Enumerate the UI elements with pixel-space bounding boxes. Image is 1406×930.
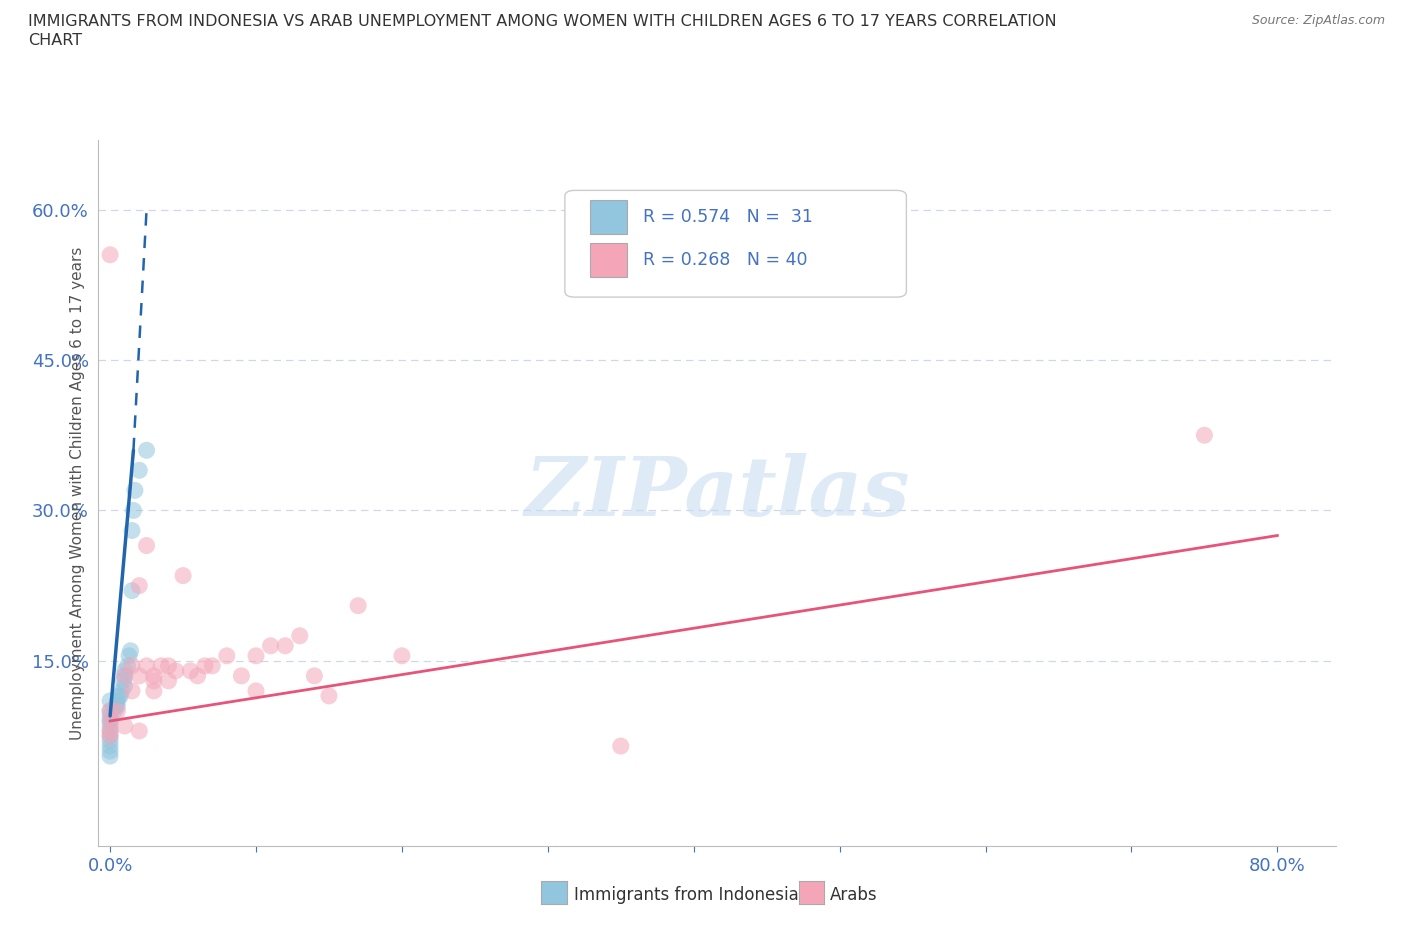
Point	[98, 728, 121, 743]
Point	[245, 684, 267, 698]
Point	[98, 713, 121, 728]
Point	[98, 728, 121, 743]
Point	[245, 648, 267, 663]
Point	[98, 724, 121, 738]
Point	[142, 684, 165, 698]
Point	[118, 648, 141, 663]
Point	[165, 663, 187, 678]
Point	[114, 719, 136, 734]
Point	[104, 698, 127, 713]
Point	[105, 703, 128, 718]
Point	[157, 658, 180, 673]
Point	[194, 658, 217, 673]
Point	[121, 523, 143, 538]
Point	[128, 669, 150, 684]
Point	[610, 738, 633, 753]
Point	[98, 703, 121, 718]
Text: Immigrants from Indonesia: Immigrants from Indonesia	[574, 885, 799, 904]
Point	[112, 673, 135, 688]
Point	[122, 503, 145, 518]
Point	[187, 669, 209, 684]
Point	[98, 734, 121, 749]
Point	[105, 698, 128, 713]
Point	[98, 703, 121, 718]
Point	[98, 744, 121, 759]
Point	[98, 713, 121, 728]
Point	[111, 684, 134, 698]
Point	[259, 638, 281, 653]
Text: R = 0.268   N = 40: R = 0.268 N = 40	[643, 251, 807, 269]
Point	[114, 663, 136, 678]
Point	[318, 688, 340, 703]
Point	[135, 443, 157, 458]
Point	[121, 583, 143, 598]
Point	[98, 724, 121, 738]
Point	[142, 669, 165, 684]
Point	[121, 658, 143, 673]
FancyBboxPatch shape	[589, 200, 627, 234]
Point	[128, 724, 150, 738]
Point	[117, 658, 139, 673]
Point	[231, 669, 253, 684]
Point	[114, 679, 136, 694]
Point	[1194, 428, 1216, 443]
Point	[135, 538, 157, 553]
Point	[128, 578, 150, 593]
Point	[98, 247, 121, 262]
Point	[98, 738, 121, 753]
Point	[98, 694, 121, 709]
Point	[215, 648, 238, 663]
Y-axis label: Unemployment Among Women with Children Ages 6 to 17 years: Unemployment Among Women with Children A…	[69, 246, 84, 739]
Point	[121, 684, 143, 698]
Point	[114, 669, 136, 684]
Point	[347, 598, 370, 613]
Text: IMMIGRANTS FROM INDONESIA VS ARAB UNEMPLOYMENT AMONG WOMEN WITH CHILDREN AGES 6 : IMMIGRANTS FROM INDONESIA VS ARAB UNEMPL…	[28, 14, 1057, 29]
Point	[150, 658, 173, 673]
Point	[98, 719, 121, 734]
Point	[288, 629, 311, 644]
Point	[114, 669, 136, 684]
Point	[274, 638, 297, 653]
Point	[179, 663, 201, 678]
Point	[98, 749, 121, 764]
Point	[124, 483, 146, 498]
Point	[98, 709, 121, 724]
Point	[142, 673, 165, 688]
Point	[201, 658, 224, 673]
Text: R = 0.574   N =  31: R = 0.574 N = 31	[643, 208, 813, 226]
Point	[172, 568, 194, 583]
Point	[105, 694, 128, 709]
Point	[103, 703, 125, 718]
FancyBboxPatch shape	[589, 244, 627, 277]
Point	[304, 669, 326, 684]
Text: Arabs: Arabs	[830, 885, 877, 904]
Text: ZIPatlas: ZIPatlas	[524, 453, 910, 533]
Text: CHART: CHART	[28, 33, 82, 47]
Point	[157, 673, 180, 688]
Point	[128, 463, 150, 478]
Text: Source: ZipAtlas.com: Source: ZipAtlas.com	[1251, 14, 1385, 27]
FancyBboxPatch shape	[565, 191, 907, 297]
Point	[135, 658, 157, 673]
Point	[120, 644, 142, 658]
Point	[108, 688, 131, 703]
Point	[391, 648, 413, 663]
Point	[110, 688, 132, 703]
